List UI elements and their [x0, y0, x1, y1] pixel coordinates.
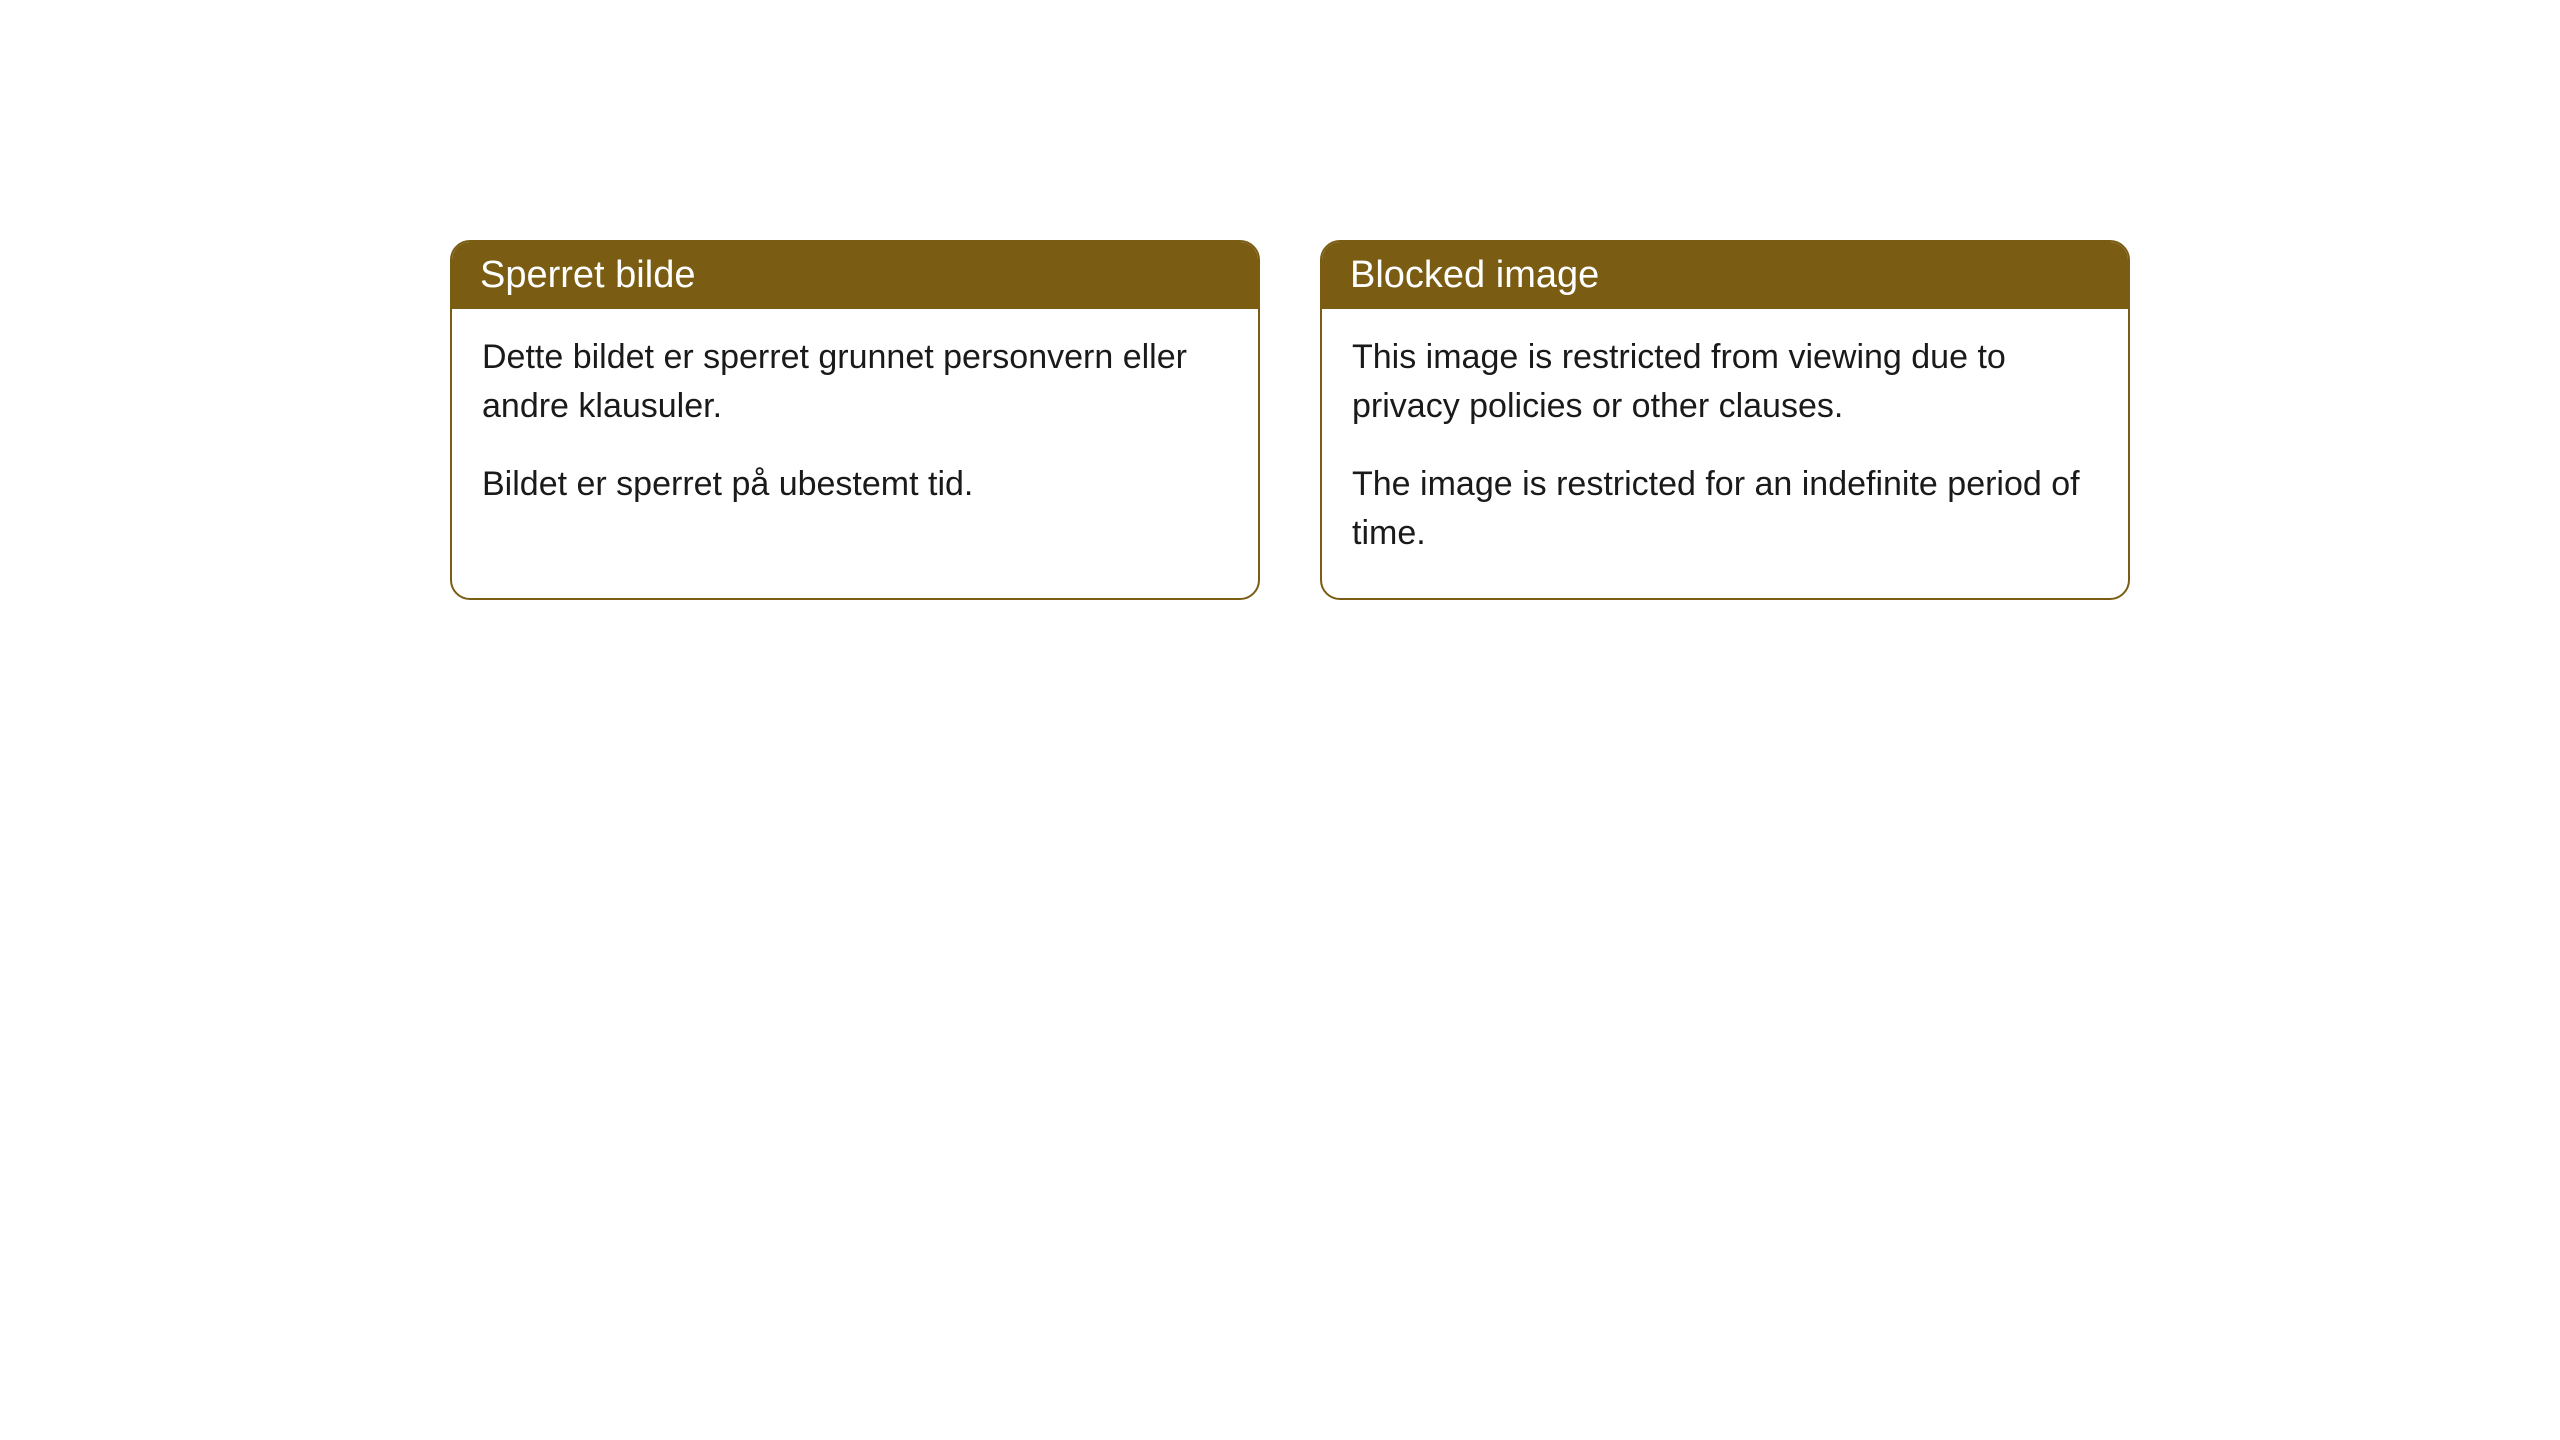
card-paragraph: Bildet er sperret på ubestemt tid.	[482, 460, 1228, 509]
notice-cards-container: Sperret bilde Dette bildet er sperret gr…	[450, 240, 2130, 600]
notice-card-norwegian: Sperret bilde Dette bildet er sperret gr…	[450, 240, 1260, 600]
card-paragraph: This image is restricted from viewing du…	[1352, 333, 2098, 432]
card-paragraph: The image is restricted for an indefinit…	[1352, 460, 2098, 559]
card-paragraph: Dette bildet er sperret grunnet personve…	[482, 333, 1228, 432]
card-body-norwegian: Dette bildet er sperret grunnet personve…	[452, 309, 1258, 549]
notice-card-english: Blocked image This image is restricted f…	[1320, 240, 2130, 600]
card-header-english: Blocked image	[1322, 242, 2128, 309]
card-title: Blocked image	[1350, 254, 1599, 296]
card-header-norwegian: Sperret bilde	[452, 242, 1258, 309]
card-body-english: This image is restricted from viewing du…	[1322, 309, 2128, 598]
card-title: Sperret bilde	[480, 254, 695, 296]
